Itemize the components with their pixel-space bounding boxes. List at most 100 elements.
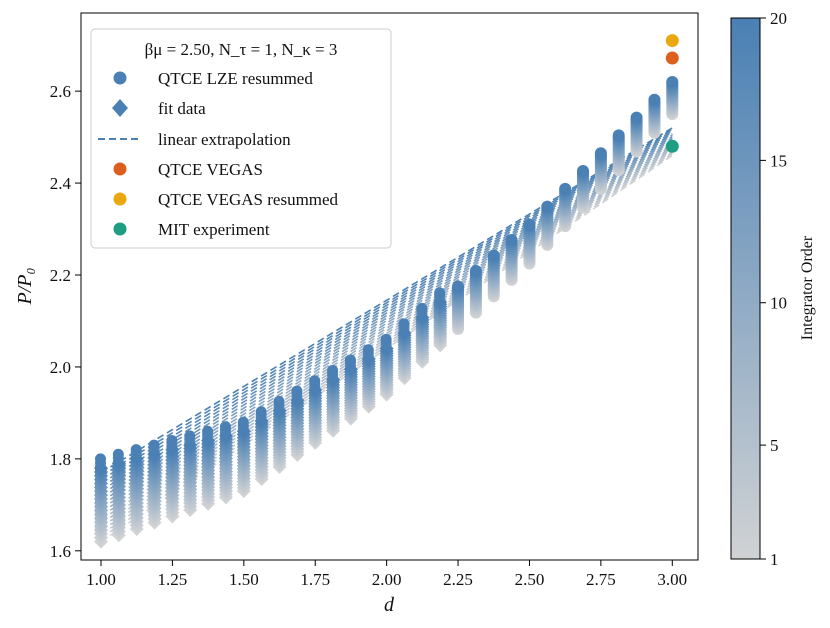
legend-label-extrap: linear extrapolation xyxy=(158,130,291,149)
lze-point xyxy=(434,287,446,299)
fit-data-point xyxy=(111,456,126,471)
legend-marker-fit xyxy=(112,99,128,117)
fit-data-point xyxy=(397,326,412,341)
colorbar-tick-label: 5 xyxy=(770,436,779,455)
fit-data-point xyxy=(343,362,358,377)
lze-point xyxy=(523,218,536,231)
y-tick-label: 2.0 xyxy=(50,358,71,377)
x-tick-label: 2.00 xyxy=(372,570,402,589)
x-tick-label: 1.50 xyxy=(229,570,259,589)
fit-data-point xyxy=(218,428,233,443)
lze-point xyxy=(130,444,142,456)
lze-point xyxy=(184,430,196,442)
legend-box xyxy=(90,28,392,249)
fit-data-point xyxy=(272,403,287,418)
y-tick-label: 2.4 xyxy=(50,174,72,193)
x-tick-label: 1.00 xyxy=(86,570,116,589)
lze-point xyxy=(273,395,285,407)
extrapolation-line xyxy=(100,133,673,488)
x-tick-label: 2.75 xyxy=(586,570,616,589)
y-tick-label: 1.6 xyxy=(50,542,71,561)
fit-data-point xyxy=(201,433,216,448)
svg-text:Integrator Order: Integrator Order xyxy=(799,235,816,340)
lze-point xyxy=(380,333,392,345)
fit-data-point xyxy=(147,447,162,462)
x-tick-label: 2.25 xyxy=(443,570,473,589)
legend-marker-vegas xyxy=(113,162,127,176)
lze-point xyxy=(94,453,106,465)
extrapolation-line xyxy=(100,146,673,521)
lze-point xyxy=(612,129,625,142)
fit-data-point xyxy=(361,351,376,366)
y-axis-label: P/P₀ xyxy=(14,267,36,305)
legend-label-vegas: QTCE VEGAS xyxy=(158,160,263,179)
extrapolation-line xyxy=(100,131,673,485)
legend-label-fit: fit data xyxy=(158,99,206,118)
fit-data-point xyxy=(236,424,251,439)
lze-point xyxy=(416,302,428,314)
extrapolation-line xyxy=(100,134,673,492)
fit-data-point xyxy=(165,442,180,457)
legend-label-lze: QTCE LZE resummed xyxy=(158,69,313,88)
lze-point xyxy=(344,354,356,366)
fit-data-point xyxy=(308,382,323,397)
lze-point xyxy=(487,249,500,262)
lze-point xyxy=(327,364,339,376)
colorbar-tick-label: 10 xyxy=(770,294,787,313)
legend: βμ = 2.50, N_τ = 1, N_κ = 3 QTCE LZE res… xyxy=(90,28,392,249)
x-tick-label: 1.75 xyxy=(300,570,330,589)
lze-point xyxy=(469,264,482,277)
plot-frame xyxy=(80,12,699,561)
y-tick-label: 1.8 xyxy=(50,450,71,469)
lze-point xyxy=(148,439,160,451)
colorbar-tick-label: 1 xyxy=(770,550,779,569)
legend-label-vegas-resummed: QTCE VEGAS resummed xyxy=(158,190,339,209)
x-tick-label: 3.00 xyxy=(657,570,687,589)
fit-data-point xyxy=(129,451,144,466)
lze-point xyxy=(166,434,178,446)
legend-marker-mit xyxy=(113,222,127,236)
svg-text:P/P₀: P/P₀ xyxy=(14,267,36,305)
lze-point xyxy=(202,425,214,437)
fit-data-point xyxy=(254,413,269,428)
fit-data-point xyxy=(326,372,341,387)
lze-point xyxy=(648,93,661,106)
lze-point xyxy=(559,182,572,195)
legend-title: βμ = 2.50, N_τ = 1, N_κ = 3 xyxy=(145,40,338,59)
vegas-resummed-point xyxy=(665,34,679,48)
plot-data xyxy=(93,34,679,549)
legend-label-mit: MIT experiment xyxy=(158,220,270,239)
series-fit-data xyxy=(93,295,448,549)
lze-point xyxy=(577,165,590,178)
lze-point xyxy=(362,344,374,356)
mit-experiment-point xyxy=(665,139,679,153)
lze-point xyxy=(541,200,554,213)
y-axis: 1.6 1.8 2.0 2.2 2.4 2.6 xyxy=(50,82,81,561)
colorbar-tick-label: 15 xyxy=(770,151,787,170)
fit-data-point xyxy=(415,310,430,325)
y-tick-label: 2.2 xyxy=(50,266,71,285)
lze-point xyxy=(594,147,607,160)
colorbar-label: Integrator Order xyxy=(799,235,816,340)
lze-point xyxy=(398,318,410,330)
x-axis-label: d xyxy=(384,594,395,616)
lze-point xyxy=(309,375,321,387)
lze-point xyxy=(666,75,679,88)
lze-point xyxy=(505,233,518,246)
extrapolation-line xyxy=(100,130,673,481)
fit-data-point xyxy=(183,438,198,453)
x-tick-label: 2.50 xyxy=(515,570,545,589)
fit-data-point xyxy=(290,393,305,408)
fit-data-point xyxy=(379,341,394,356)
fit-data-point xyxy=(433,295,448,310)
colorbar-tick-label: 20 xyxy=(770,9,787,28)
legend-marker-vegas-resummed xyxy=(113,192,127,206)
lze-point xyxy=(452,280,465,293)
lze-point xyxy=(630,111,643,124)
colorbar-gradient xyxy=(730,17,761,560)
lze-point xyxy=(112,448,124,460)
lze-point xyxy=(237,416,249,428)
